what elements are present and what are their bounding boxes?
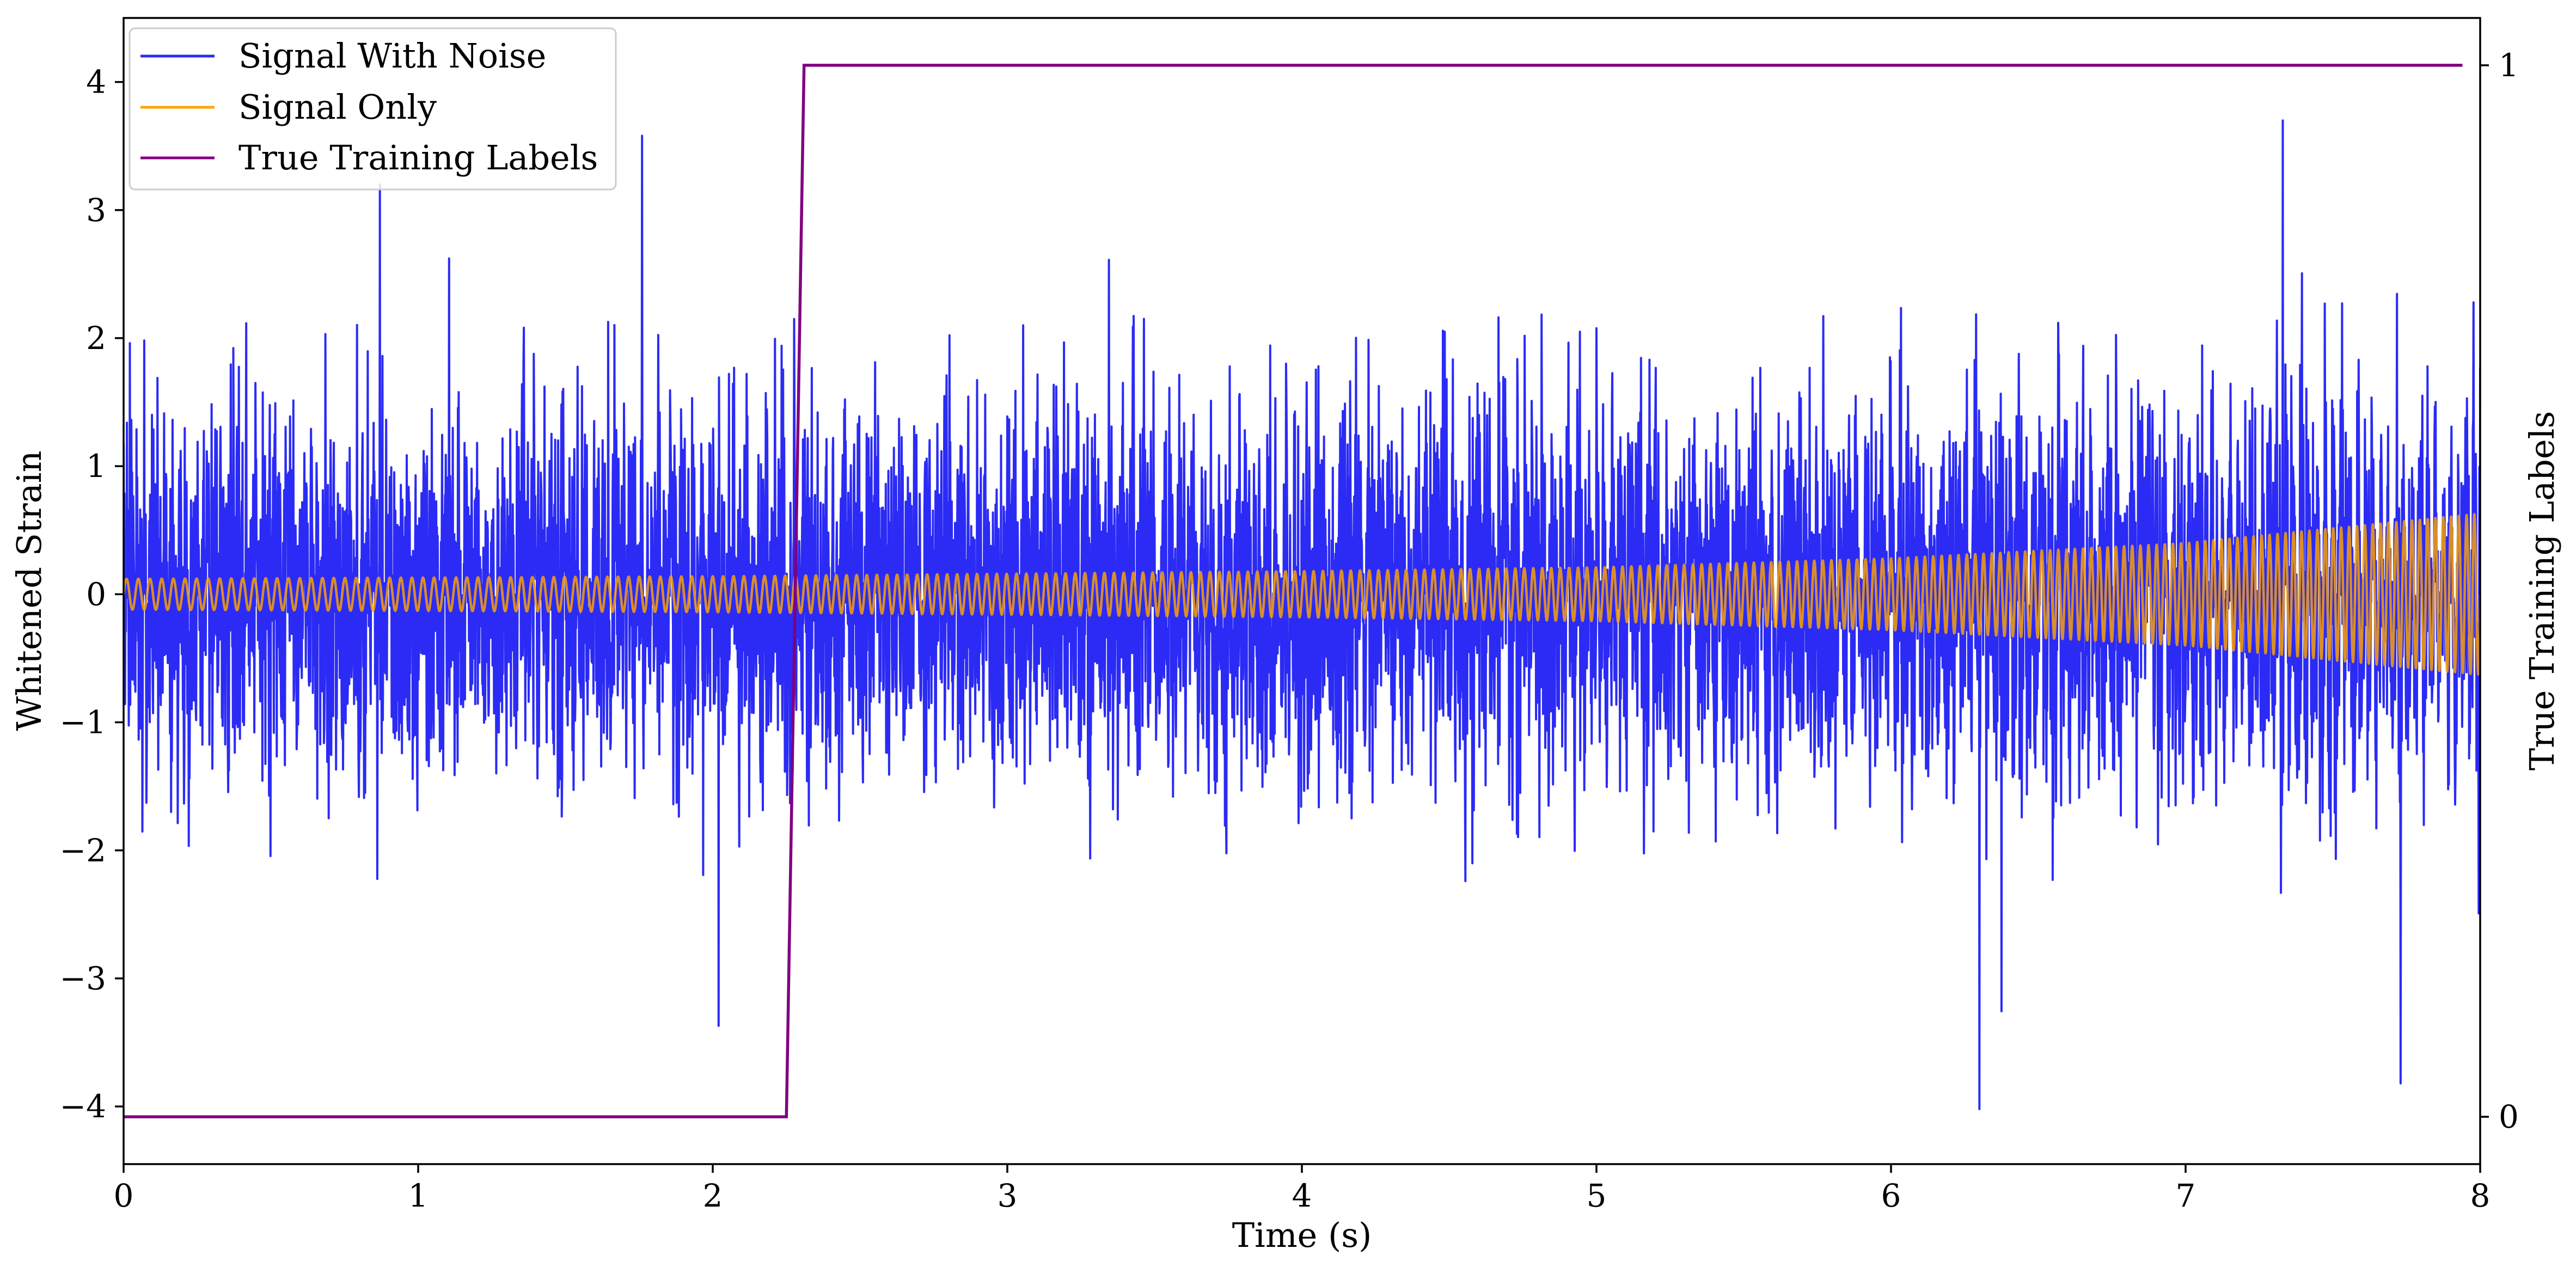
y-tick-label: −3 [60,960,107,997]
y-tick-label: 0 [86,576,106,613]
x-tick-label: 0 [114,1177,134,1214]
y-tick-label: −2 [60,832,107,869]
x-tick-label: 3 [998,1177,1018,1214]
series-layer [124,64,2480,1118]
y-tick-label: −4 [60,1088,107,1125]
series-true-training-labels [124,64,2463,1118]
x-tick-label: 1 [408,1177,429,1214]
x-axis-label: Time (s) [1232,1215,1372,1255]
x-axis: 0 1 2 3 4 5 6 7 8 [114,1164,2491,1214]
x-tick-label: 6 [1881,1177,1901,1214]
legend-label-signal-only: Signal Only [238,87,437,127]
legend-box [129,27,617,191]
y-tick-label: 3 [86,192,106,229]
x-tick-label: 4 [1292,1177,1312,1214]
y-tick-label: 1 [86,448,106,485]
legend-label-signal-with-noise: Signal With Noise [238,36,546,76]
legend-label-true-training-labels: True Training Labels [238,138,598,178]
x-tick-label: 7 [2176,1177,2196,1214]
series-signal-only [124,513,2480,676]
y2-axis: 01 [2480,47,2519,1135]
y-axis-label: Whitened Strain [9,451,49,731]
y-axis: −4 −3 −2 −1 0 1 2 3 4 [60,64,124,1125]
x-tick-label: 2 [703,1177,723,1214]
x-tick-label: 5 [1587,1177,1607,1214]
y2-tick-label: 0 [2499,1098,2519,1135]
y2-axis-label: True Training Labels [2522,411,2562,770]
y-tick-label: 2 [86,320,106,357]
legend: Signal With Noise Signal Only True Train… [129,27,617,191]
x-tick-label: 8 [2470,1177,2491,1214]
y2-tick-label: 1 [2499,47,2519,84]
y-tick-label: −1 [60,704,107,741]
y-tick-label: 4 [86,64,106,101]
